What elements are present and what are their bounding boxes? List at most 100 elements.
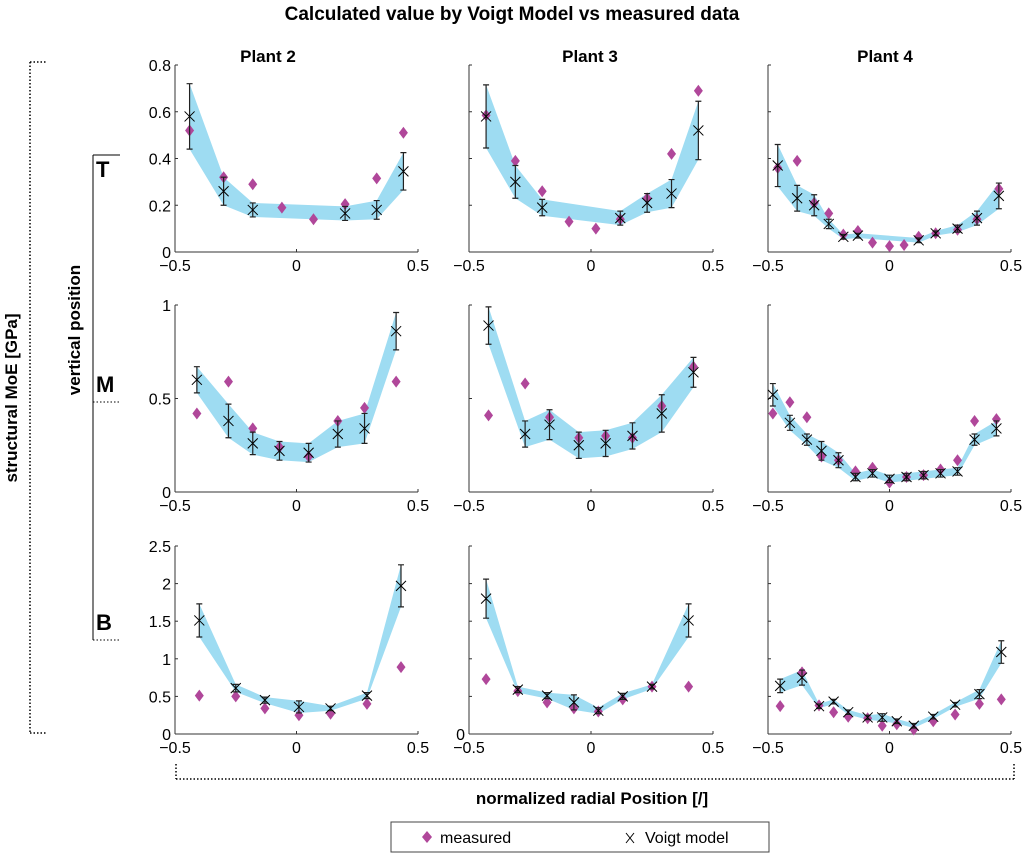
measured-point	[223, 375, 233, 388]
x-tick-label: 0.5	[1000, 258, 1022, 275]
voigt-point	[913, 234, 925, 246]
measured-point	[950, 708, 960, 721]
voigt-point	[930, 227, 942, 239]
measured-point	[802, 411, 812, 424]
voigt-point	[218, 185, 229, 197]
measured-point	[309, 213, 319, 226]
measured-point	[775, 700, 785, 713]
voigt-point	[927, 711, 939, 723]
x-tick-label: 0.5	[1000, 498, 1022, 515]
voigt-band	[780, 640, 1002, 728]
voigt-point	[230, 682, 242, 694]
y-tick-label: 0	[162, 485, 171, 502]
measured-point	[991, 413, 1001, 426]
x-tick-label: −0.5	[159, 740, 191, 757]
voigt-point	[614, 212, 626, 224]
voigt-point	[991, 423, 1002, 434]
voigt-point	[512, 684, 524, 695]
measured-point	[277, 201, 287, 214]
x-tick-label: −0.5	[453, 258, 485, 275]
voigt-point	[666, 188, 677, 199]
voigt-point	[693, 125, 704, 136]
legend-box	[390, 821, 770, 853]
voigt-point	[837, 231, 849, 243]
voigt-point	[993, 190, 1005, 202]
voigt-point	[617, 691, 629, 702]
voigt-point	[573, 439, 585, 451]
y-tick-label: 0	[456, 727, 465, 744]
voigt-point	[918, 469, 929, 481]
x-tick-label: 0	[292, 258, 301, 275]
inner-y-label: vertical position	[65, 265, 84, 395]
x-tick-label: 0.5	[702, 258, 724, 275]
x-tick-label: 0.5	[407, 740, 429, 757]
x-tick-label: 0	[885, 498, 894, 515]
y-tick-label: 1	[162, 298, 171, 315]
x-tick-label: 0	[885, 740, 894, 757]
measured-point	[928, 715, 938, 728]
measured-point	[785, 396, 795, 409]
voigt-point	[274, 445, 285, 457]
x-tick-label: −0.5	[453, 740, 485, 757]
measured-point	[542, 696, 552, 709]
voigt-point	[519, 428, 531, 440]
voigt-point	[784, 417, 796, 429]
voigt-point	[325, 703, 336, 714]
y-tick-label: 0.4	[149, 152, 171, 169]
y-tick-label: 2.5	[149, 539, 171, 556]
x-tick-label: 0.5	[407, 258, 429, 275]
measured-point	[484, 409, 494, 422]
row-label-m: M	[96, 372, 114, 397]
voigt-point	[541, 690, 553, 702]
voigt-point	[641, 197, 653, 209]
voigt-point	[908, 720, 920, 732]
voigt-point	[884, 473, 895, 485]
voigt-point	[833, 454, 844, 466]
voigt-point	[646, 681, 658, 692]
panel-plant-2-b: 00.511.522.5−0.5 0 0.5	[149, 539, 429, 757]
voigt-point	[398, 166, 409, 177]
voigt-point	[656, 408, 668, 419]
voigt-point	[995, 646, 1007, 658]
measured-point	[867, 236, 877, 249]
measured-point	[360, 401, 370, 414]
x-tick-label: −0.5	[752, 498, 784, 515]
measured-point	[194, 689, 204, 702]
measured-point	[693, 84, 703, 97]
x-tick-label: 0.5	[407, 498, 429, 515]
outer-bracket	[29, 61, 46, 734]
voigt-point	[339, 208, 351, 219]
measured-point	[591, 222, 601, 235]
voigt-point	[867, 467, 878, 479]
voigt-point	[544, 419, 555, 431]
measured-point	[248, 178, 258, 191]
y-tick-label: 1.5	[149, 614, 171, 631]
voigt-band	[189, 83, 404, 221]
x-tick-label: −0.5	[453, 498, 485, 515]
measured-point	[391, 375, 401, 388]
x-tick-label: 0	[292, 498, 301, 515]
voigt-point	[813, 700, 825, 712]
x-tick-label: −0.5	[159, 498, 191, 515]
measured-point	[792, 154, 802, 167]
measured-point	[520, 377, 530, 390]
voigt-point	[259, 694, 271, 706]
y-tick-label: 0.2	[149, 198, 171, 215]
measured-point	[970, 414, 980, 427]
voigt-band	[196, 312, 397, 463]
measured-point	[768, 407, 778, 420]
voigt-point	[480, 593, 492, 604]
y-tick-label: 0.8	[149, 58, 171, 75]
voigt-point	[935, 467, 946, 479]
voigt-point	[774, 680, 786, 692]
voigt-point	[536, 202, 548, 213]
voigt-point	[952, 466, 963, 477]
voigt-point	[247, 204, 259, 216]
x-tick-label: 0	[587, 740, 596, 757]
x-tick-label: 0.5	[1000, 740, 1022, 757]
voigt-point	[823, 218, 835, 230]
voigt-point	[852, 230, 864, 241]
legend-diamond-icon	[422, 831, 432, 843]
voigt-point	[808, 199, 820, 211]
